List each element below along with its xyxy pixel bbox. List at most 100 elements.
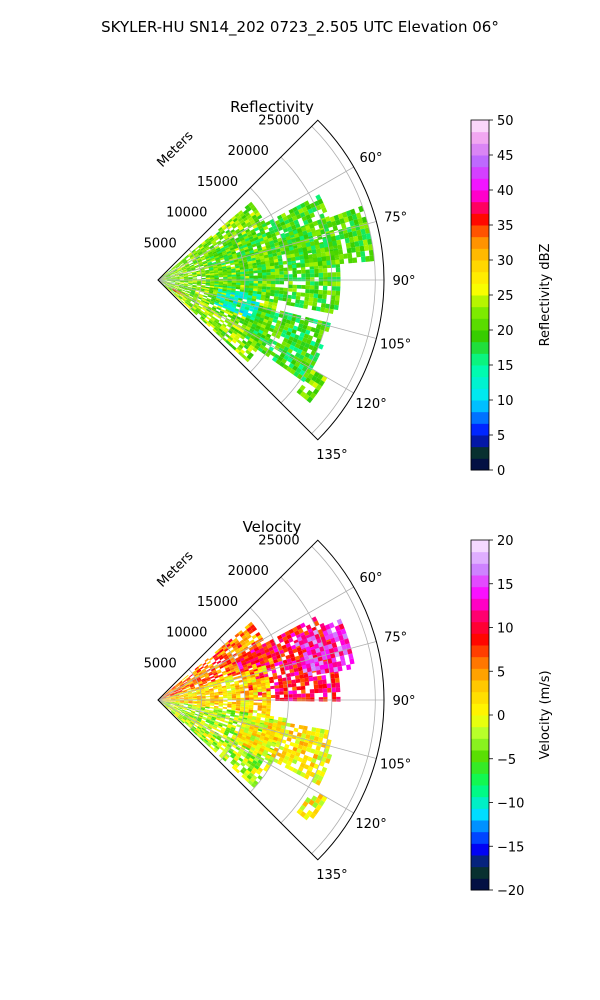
echo-cell xyxy=(229,262,235,266)
echo-cell xyxy=(181,267,187,271)
echo-cell xyxy=(288,694,293,698)
echo-cell xyxy=(286,646,293,652)
echo-cell xyxy=(184,698,189,700)
echo-cell xyxy=(192,305,197,310)
echo-cell xyxy=(301,745,308,751)
echo-cell xyxy=(304,681,310,686)
echo-cell xyxy=(273,658,279,664)
echo-cell xyxy=(225,745,231,750)
echo-cell xyxy=(200,272,206,275)
echo-cell xyxy=(302,638,309,644)
echo-cell xyxy=(255,259,261,263)
echo-cell xyxy=(222,269,228,273)
echo-cell xyxy=(274,685,280,689)
echo-cell xyxy=(263,721,269,726)
echo-cell xyxy=(166,695,171,698)
echo-cell xyxy=(235,708,241,711)
echo-cell xyxy=(240,723,246,728)
echo-cell xyxy=(179,694,184,697)
echo-cell xyxy=(262,697,267,700)
echo-cell xyxy=(266,269,271,273)
echo-cell xyxy=(302,725,308,731)
echo-cell xyxy=(212,725,218,729)
echo-cell xyxy=(287,348,293,354)
echo-cell xyxy=(255,717,261,721)
echo-cell xyxy=(318,660,324,666)
echo-cell xyxy=(262,275,267,279)
echo-cell xyxy=(287,264,293,269)
echo-cell xyxy=(299,255,305,261)
echo-cell xyxy=(268,253,273,258)
echo-cell xyxy=(175,712,180,716)
echo-cell xyxy=(264,241,270,247)
echo-cell xyxy=(308,301,313,306)
echo-cell xyxy=(196,707,201,710)
echo-cell xyxy=(243,655,249,660)
echo-cell xyxy=(179,274,184,277)
echo-cell xyxy=(301,664,307,670)
echo-cell xyxy=(190,256,196,260)
echo-cell xyxy=(177,297,181,301)
echo-cell xyxy=(298,248,304,253)
echo-cell xyxy=(226,338,232,343)
echo-cell xyxy=(165,704,169,708)
echo-cell xyxy=(285,319,291,325)
colorbar-tick-label: −10 xyxy=(497,797,524,812)
echo-cell xyxy=(174,693,179,696)
echo-cell xyxy=(300,328,307,334)
colorbar-swatch xyxy=(471,120,489,133)
echo-cell xyxy=(364,227,371,234)
echo-cell xyxy=(189,714,194,718)
echo-cell xyxy=(203,732,208,737)
echo-cell xyxy=(336,696,341,702)
echo-cell xyxy=(183,282,189,285)
echo-cell xyxy=(245,725,250,729)
echo-cell xyxy=(209,745,214,750)
echo-cell xyxy=(195,710,200,713)
echo-cell xyxy=(171,266,176,270)
echo-cell xyxy=(207,242,213,246)
echo-cell xyxy=(286,330,292,337)
echo-cell xyxy=(192,671,197,675)
echo-cell xyxy=(199,665,204,670)
echo-cell xyxy=(312,639,318,645)
echo-cell xyxy=(301,693,306,698)
echo-cell xyxy=(187,285,193,287)
echo-cell xyxy=(198,724,203,728)
echo-cell xyxy=(286,680,292,685)
echo-cell xyxy=(220,752,226,758)
echo-cell xyxy=(301,689,306,694)
echo-cell xyxy=(290,238,297,243)
echo-cell xyxy=(348,236,355,243)
echo-cell xyxy=(217,293,222,296)
echo-cell xyxy=(252,686,258,691)
echo-cell xyxy=(190,265,195,268)
echo-cell xyxy=(297,744,304,750)
echo-cell xyxy=(259,660,265,665)
echo-cell xyxy=(208,320,213,325)
echo-cell xyxy=(294,739,301,745)
echo-cell xyxy=(253,275,258,279)
echo-cell xyxy=(201,240,206,245)
echo-cell xyxy=(272,675,278,680)
echo-cell xyxy=(214,275,219,278)
echo-cell xyxy=(278,681,284,686)
echo-cell xyxy=(310,697,315,702)
echo-cell xyxy=(316,651,322,658)
echo-cell xyxy=(221,750,227,756)
echo-cell xyxy=(291,291,297,296)
echo-cell xyxy=(351,230,358,237)
echo-cell xyxy=(178,287,183,291)
echo-cell xyxy=(261,752,267,758)
echo-cell xyxy=(226,711,231,715)
echo-cell xyxy=(169,272,174,275)
echo-cell xyxy=(196,704,202,706)
echo-cell xyxy=(299,804,306,812)
echo-cell xyxy=(219,326,225,331)
echo-cell xyxy=(338,634,345,641)
echo-cell xyxy=(194,310,199,315)
echo-cell xyxy=(175,712,179,717)
echo-cell xyxy=(175,700,180,702)
colorbar-swatch xyxy=(471,691,489,704)
echo-cell xyxy=(184,254,189,259)
